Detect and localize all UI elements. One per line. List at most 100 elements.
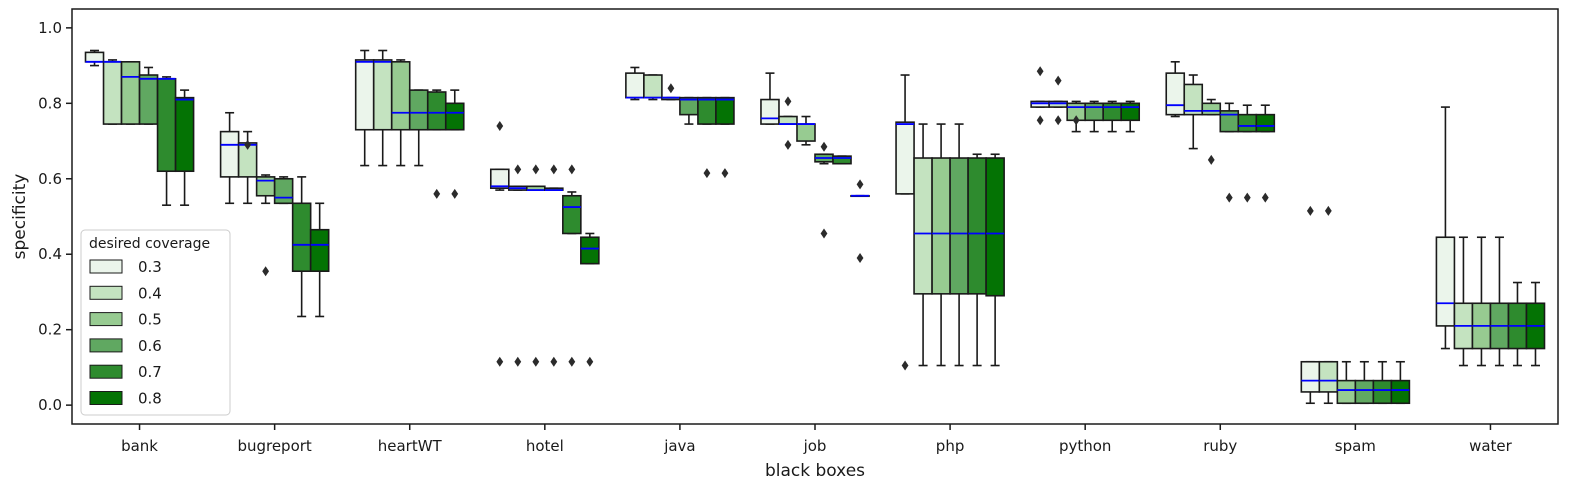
box-java-0.6 — [679, 96, 699, 125]
legend-swatch-0.3 — [89, 259, 123, 274]
box-ruby-0.4 — [1183, 74, 1204, 150]
outlier-marker — [856, 253, 864, 263]
outlier-marker — [532, 356, 540, 367]
box-bugreport-0.4 — [237, 130, 258, 205]
box-ruby-0.8 — [1255, 104, 1276, 203]
box-job-0.3 — [760, 72, 780, 125]
plot-area — [84, 49, 1546, 405]
box-water-0.8 — [1525, 281, 1546, 367]
box-bugreport-0.5 — [255, 174, 276, 277]
y-tick-label: 0.2 — [38, 321, 62, 339]
box-body — [84, 51, 105, 63]
box-body — [408, 89, 429, 131]
legend-items: 0.3 0.4 0.5 0.6 0.7 0.8 — [89, 258, 162, 408]
box-spam-0.7 — [1372, 360, 1393, 405]
box-php-0.6 — [949, 123, 969, 367]
box-bugreport-0.6 — [273, 176, 294, 205]
outlier-marker — [784, 139, 792, 150]
box-body — [309, 228, 330, 273]
box-body — [273, 177, 294, 205]
box-python-0.4 — [1048, 75, 1068, 126]
box-body — [778, 115, 798, 125]
box-body — [489, 168, 510, 190]
box-body — [1183, 83, 1204, 116]
box-heartWT-0.7 — [426, 89, 447, 199]
outlier-marker — [1225, 192, 1233, 203]
legend-label-0.8: 0.8 — [138, 390, 162, 408]
box-python-0.7 — [1102, 100, 1123, 133]
outlier-marker — [667, 83, 675, 94]
box-body — [580, 236, 600, 265]
outlier-marker — [784, 96, 792, 107]
x-tick-label-java: java — [663, 437, 695, 455]
legend-label-0.5: 0.5 — [138, 311, 162, 329]
legend: desired coverage 0.3 0.4 0.5 0.6 0.7 0.8 — [80, 229, 231, 416]
box-hotel-0.7 — [562, 164, 582, 367]
box-body — [931, 157, 951, 295]
box-spam-0.5 — [1336, 360, 1357, 405]
x-tick-label-bugreport: bugreport — [237, 437, 311, 455]
box-water-0.3 — [1435, 106, 1456, 350]
box-body — [796, 123, 816, 142]
legend-swatch-0.8 — [89, 391, 123, 405]
outlier-marker — [514, 356, 522, 367]
y-tick-label: 0.4 — [38, 245, 62, 263]
legend-swatch-0.4 — [89, 285, 123, 300]
outlier-marker — [550, 356, 558, 367]
y-axis-label: specificity — [10, 174, 30, 260]
box-body — [895, 121, 915, 195]
outlier-marker — [514, 164, 522, 175]
box-java-0.4 — [643, 74, 663, 101]
box-water-0.4 — [1453, 236, 1474, 367]
outlier-marker — [1036, 115, 1044, 126]
y-tick-label: 0.8 — [38, 94, 62, 112]
box-body — [643, 74, 663, 99]
box-spam-0.8 — [1390, 360, 1411, 405]
box-python-0.5 — [1066, 100, 1086, 133]
x-tick-label-ruby: ruby — [1203, 437, 1237, 455]
box-water-0.7 — [1507, 281, 1528, 367]
box-hotel-0.4 — [507, 164, 528, 367]
outlier-marker — [433, 188, 441, 199]
box-body — [1048, 100, 1068, 108]
legend-swatch-0.6 — [89, 338, 123, 353]
box-body — [949, 157, 969, 295]
box-bank-0.3 — [84, 49, 105, 67]
box-body — [120, 61, 141, 125]
x-tick-label-spam: spam — [1335, 437, 1376, 455]
x-tick-label-php: php — [936, 437, 965, 455]
box-body — [426, 91, 447, 131]
box-body — [1120, 102, 1141, 122]
box-body — [156, 77, 177, 173]
box-job-0.6 — [814, 141, 834, 239]
box-body — [1372, 379, 1393, 405]
box-body — [138, 74, 159, 125]
box-body — [444, 102, 465, 131]
legend-title: desired coverage — [89, 236, 210, 252]
box-python-0.6 — [1084, 100, 1104, 133]
box-heartWT-0.8 — [444, 89, 465, 199]
box-body — [102, 61, 123, 125]
box-body — [913, 157, 933, 295]
box-water-0.6 — [1489, 236, 1510, 367]
outlier-marker — [1261, 192, 1269, 203]
box-bugreport-0.3 — [219, 111, 240, 205]
box-hotel-0.5 — [526, 164, 546, 367]
box-ruby-0.7 — [1237, 104, 1258, 203]
outlier-marker — [496, 356, 504, 367]
box-job-0.4 — [778, 96, 798, 150]
outlier-marker — [568, 164, 576, 175]
outlier-marker — [1306, 205, 1314, 216]
box-spam-0.4 — [1318, 205, 1339, 405]
axes: 0.0 0.2 0.4 0.6 0.8 1.0 bank bugreport heartWT ho… — [38, 19, 1513, 455]
legend-label-0.7: 0.7 — [138, 363, 162, 381]
box-hotel-0.6 — [544, 164, 564, 367]
box-python-0.8 — [1120, 100, 1141, 133]
box-body — [390, 61, 411, 131]
outlier-marker — [244, 139, 252, 150]
outlier-marker — [262, 266, 270, 277]
outlier-marker — [1072, 115, 1080, 126]
legend-swatch-0.7 — [89, 364, 123, 379]
x-axis-label: black boxes — [765, 461, 865, 481]
outlier-marker — [532, 164, 540, 175]
